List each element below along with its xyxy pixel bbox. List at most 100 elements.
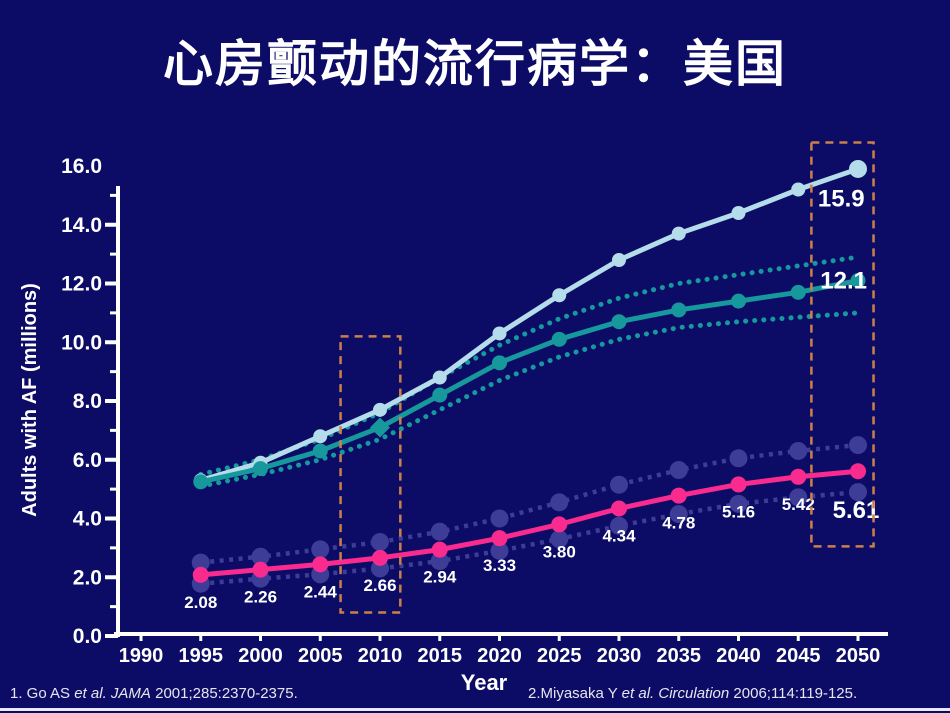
lower-projection-marker [192, 566, 209, 583]
lower-projection-marker [372, 549, 388, 566]
band-point-marker [789, 488, 808, 507]
footnote-italic-run: JAMA [110, 685, 151, 702]
middle-projection-diamond-marker [370, 417, 390, 438]
band-point-marker [371, 533, 389, 551]
footnote-italic-run: et al. [74, 685, 107, 702]
data-point-labels: 2.08 2.26 2.44 2.66 2.94 3.33 3.80 4.34 4.78 5.16… [184, 185, 879, 612]
value-label: 3.80 [543, 542, 576, 561]
bottom-divider [0, 708, 950, 711]
band-point-marker [729, 494, 748, 513]
band-point-marker [669, 505, 688, 524]
band-point-marker [191, 553, 210, 572]
y-axis-title: Adults with AF (millions) [19, 283, 41, 517]
middle-projection-series [193, 273, 866, 490]
x-tick-label: 2020 [477, 645, 522, 667]
x-tick-label: 2045 [776, 645, 821, 667]
value-label: 4.34 [602, 527, 636, 546]
footnote-text-run: 2006;114:119-125. [729, 685, 858, 702]
value-label: 3.33 [483, 556, 516, 575]
upper-projection-marker [313, 429, 328, 444]
middle-projection-marker [731, 293, 746, 309]
middle-projection-marker [312, 443, 328, 459]
middle-projection-marker [253, 461, 268, 477]
middle-curve-confidence-bands [198, 254, 861, 489]
x-tick-label: 2050 [836, 645, 881, 667]
band-point-marker [789, 441, 808, 460]
x-tick-label: 2000 [238, 645, 283, 667]
footnote-text-run: 1. Go AS [10, 685, 75, 702]
middle-projection-marker [850, 273, 866, 289]
upper-projection-marker [432, 370, 447, 385]
dotted-band-line [200, 442, 859, 565]
footnote-italic-run: et al. [621, 685, 655, 702]
x-tick-label: 2040 [716, 645, 761, 667]
upper-projection-marker [671, 226, 686, 241]
y-tick-label: 4.0 [73, 508, 102, 531]
y-tick-label: 0.0 [73, 625, 102, 648]
lower-projection-marker [431, 541, 448, 558]
x-tick-label: 2015 [418, 645, 463, 667]
band-point-marker [490, 541, 509, 560]
axes: 0.0 2.0 4.0 6.0 8.0 10.0 12.0 14.0 16.0 1990 1995 2… [19, 155, 888, 695]
footnote-text-run: 2.Miyasaka Y [528, 685, 622, 702]
upper-projection-marker [373, 402, 387, 417]
middle-projection-marker [551, 331, 567, 347]
x-tick-label: 1990 [119, 645, 164, 667]
value-label-final: 5.61 [833, 497, 880, 524]
lower-projection-marker [551, 516, 568, 533]
highlight-2010 [339, 335, 402, 614]
highlight-boxes [339, 141, 875, 614]
lower-projection-marker [491, 530, 508, 547]
middle-projection-marker [611, 314, 627, 330]
x-tick-label: 2035 [657, 645, 702, 667]
value-label: 2.66 [363, 576, 396, 595]
value-label: 2.44 [304, 582, 338, 601]
band-point-marker [430, 552, 449, 571]
band-point-marker [490, 509, 509, 528]
band-point-marker [251, 547, 270, 566]
value-label: 4.78 [662, 514, 695, 533]
y-tick-label: 10.0 [61, 331, 102, 354]
upper-projection-marker [552, 288, 567, 303]
band-point-marker [550, 493, 569, 512]
y-tick-label: 2.0 [73, 566, 102, 589]
band-point-marker [610, 475, 628, 494]
dotted-band-line [198, 254, 861, 477]
band-point-marker [849, 483, 867, 502]
series-end-label: 12.1 [820, 268, 867, 295]
highlight-2050 [810, 141, 875, 548]
upper-projection-marker [731, 206, 746, 220]
value-label: 2.26 [244, 588, 277, 607]
footnote-reference-2: 2.Miyasaka Y et al. Circulation 2006;114… [528, 685, 857, 702]
y-tick-label: 6.0 [73, 449, 102, 472]
lower-projection-marker [730, 476, 747, 493]
x-tick-label: 2030 [597, 645, 642, 667]
footnote-text-run: 2001;285:2370-2375. [150, 685, 298, 702]
value-label: 2.94 [423, 568, 457, 587]
lower-projection-marker [312, 556, 329, 573]
y-tick-label: 14.0 [61, 214, 102, 237]
x-tick-label: 1995 [179, 645, 224, 667]
middle-projection-line [200, 278, 859, 485]
upper-projection-marker [791, 182, 806, 197]
lower-projection-line [200, 468, 859, 578]
x-tick-label: 2025 [537, 645, 582, 667]
series-end-label: 15.9 [818, 185, 865, 212]
band-point-marker [849, 436, 867, 455]
footnote-italic-run: Circulation [658, 685, 730, 702]
lower-projection-marker [670, 487, 687, 504]
upper-projection-marker [492, 326, 507, 341]
lower-projection-marker [790, 468, 807, 485]
y-tick-label: 16.0 [61, 155, 102, 178]
x-axis-title: Year [461, 670, 508, 695]
dotted-band-line [198, 310, 861, 489]
band-point-marker [669, 461, 688, 480]
middle-projection-marker [492, 355, 507, 371]
band-point-marker [311, 540, 330, 559]
upper-projection-series [193, 159, 867, 488]
dotted-band-line [200, 489, 859, 586]
middle-projection-marker [671, 302, 687, 318]
band-point-marker [430, 522, 449, 541]
